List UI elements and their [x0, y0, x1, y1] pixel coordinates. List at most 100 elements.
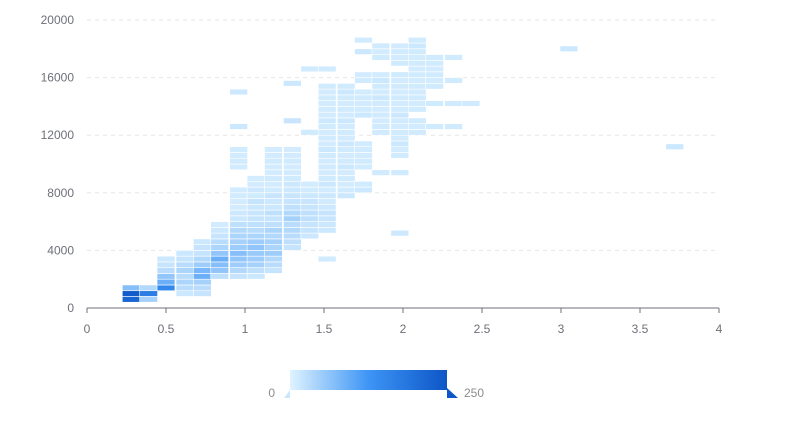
heatmap-cell[interactable]: [175, 278, 195, 286]
heatmap-cell[interactable]: [425, 60, 444, 67]
heatmap-cell[interactable]: [229, 186, 248, 194]
heatmap-cell[interactable]: [317, 215, 337, 222]
heatmap-cell[interactable]: [390, 129, 410, 136]
heatmap-cell[interactable]: [317, 163, 337, 171]
heatmap-cell[interactable]: [407, 123, 427, 130]
heatmap-cell[interactable]: [193, 244, 212, 251]
heatmap-cell[interactable]: [559, 45, 579, 52]
heatmap-cell[interactable]: [336, 129, 356, 136]
heatmap-cell[interactable]: [210, 273, 229, 280]
heatmap-cell[interactable]: [317, 83, 337, 90]
heatmap-cell[interactable]: [264, 250, 283, 257]
heatmap-cell[interactable]: [246, 250, 266, 257]
heatmap-cell[interactable]: [336, 192, 356, 199]
heatmap-cell[interactable]: [425, 54, 444, 61]
heatmap-cell[interactable]: [193, 238, 212, 245]
heatmap-cell[interactable]: [264, 163, 283, 171]
heatmap-cell[interactable]: [264, 232, 283, 240]
heatmap-cell[interactable]: [193, 261, 212, 268]
heatmap-cell[interactable]: [390, 106, 410, 113]
heatmap-cell[interactable]: [246, 232, 266, 240]
heatmap-cell[interactable]: [425, 123, 444, 130]
heatmap-cell[interactable]: [283, 152, 302, 159]
heatmap-cell[interactable]: [390, 77, 410, 84]
heatmap-cell[interactable]: [354, 111, 373, 119]
heatmap-cell[interactable]: [264, 186, 283, 194]
heatmap-cell[interactable]: [371, 169, 391, 176]
heatmap-cell[interactable]: [371, 123, 391, 130]
heatmap-cell[interactable]: [283, 204, 302, 211]
heatmap-cell[interactable]: [336, 106, 356, 113]
heatmap-cell[interactable]: [193, 250, 212, 257]
heatmap-cell[interactable]: [425, 65, 444, 73]
heatmap-cell[interactable]: [139, 296, 158, 303]
heatmap-cell[interactable]: [156, 273, 176, 280]
visual-map-min-handle[interactable]: [284, 390, 290, 398]
heatmap-cell[interactable]: [371, 129, 391, 136]
heatmap-cell[interactable]: [283, 163, 302, 171]
heatmap-cell[interactable]: [283, 180, 302, 188]
heatmap-cell[interactable]: [407, 77, 427, 84]
heatmap-cell[interactable]: [229, 227, 248, 234]
heatmap-cell[interactable]: [317, 65, 337, 73]
heatmap-cell[interactable]: [317, 88, 337, 96]
heatmap-cell[interactable]: [210, 250, 229, 257]
heatmap-cell[interactable]: [336, 169, 356, 176]
heatmap-cell[interactable]: [121, 290, 141, 297]
heatmap-cell[interactable]: [300, 198, 320, 205]
heatmap-cell[interactable]: [193, 267, 212, 274]
heatmap-cell[interactable]: [407, 36, 427, 44]
heatmap-cell[interactable]: [175, 250, 195, 257]
heatmap-cell[interactable]: [175, 261, 195, 268]
heatmap-cell[interactable]: [229, 157, 248, 165]
heatmap-cell[interactable]: [193, 278, 212, 286]
heatmap-cell[interactable]: [461, 100, 481, 107]
heatmap-cell[interactable]: [264, 204, 283, 211]
heatmap-cell[interactable]: [317, 152, 337, 159]
heatmap-cell[interactable]: [390, 169, 410, 176]
heatmap-cell[interactable]: [283, 232, 302, 240]
heatmap-cell[interactable]: [354, 152, 373, 159]
heatmap-cell[interactable]: [283, 175, 302, 182]
heatmap-cell[interactable]: [229, 204, 248, 211]
heatmap-cell[interactable]: [407, 94, 427, 101]
heatmap-cell[interactable]: [317, 175, 337, 182]
heatmap-cell[interactable]: [156, 284, 176, 292]
heatmap-cell[interactable]: [283, 80, 302, 87]
heatmap-cell[interactable]: [175, 273, 195, 280]
heatmap-cell[interactable]: [317, 117, 337, 124]
heatmap-cell[interactable]: [156, 255, 176, 263]
heatmap-cell[interactable]: [336, 180, 356, 188]
heatmap-cell[interactable]: [336, 163, 356, 171]
heatmap-cell[interactable]: [317, 221, 337, 228]
heatmap-cell[interactable]: [390, 123, 410, 130]
heatmap-cell[interactable]: [156, 261, 176, 268]
heatmap-cell[interactable]: [246, 209, 266, 217]
heatmap-cell[interactable]: [246, 204, 266, 211]
heatmap-cell[interactable]: [336, 88, 356, 96]
heatmap-cell[interactable]: [371, 71, 391, 78]
heatmap-cell[interactable]: [229, 232, 248, 240]
heatmap-cell[interactable]: [317, 123, 337, 130]
heatmap-cell[interactable]: [229, 198, 248, 205]
heatmap-cell[interactable]: [229, 273, 248, 280]
heatmap-cell[interactable]: [407, 83, 427, 90]
heatmap-cell[interactable]: [264, 169, 283, 176]
heatmap-cell[interactable]: [264, 175, 283, 182]
heatmap-cell[interactable]: [283, 192, 302, 199]
heatmap-cell[interactable]: [246, 186, 266, 194]
heatmap-cell[interactable]: [264, 198, 283, 205]
heatmap-cell[interactable]: [264, 192, 283, 199]
heatmap-cell[interactable]: [354, 77, 373, 84]
heatmap-cell[interactable]: [229, 250, 248, 257]
heatmap-cell[interactable]: [336, 83, 356, 90]
heatmap-cell[interactable]: [229, 146, 248, 153]
heatmap-cell[interactable]: [264, 146, 283, 153]
heatmap-cell[interactable]: [407, 88, 427, 96]
heatmap-cell[interactable]: [425, 71, 444, 78]
heatmap-cell[interactable]: [283, 169, 302, 176]
heatmap-cell[interactable]: [317, 146, 337, 153]
heatmap-cell[interactable]: [425, 100, 444, 107]
heatmap-cell[interactable]: [300, 209, 320, 217]
heatmap-cell[interactable]: [246, 215, 266, 222]
